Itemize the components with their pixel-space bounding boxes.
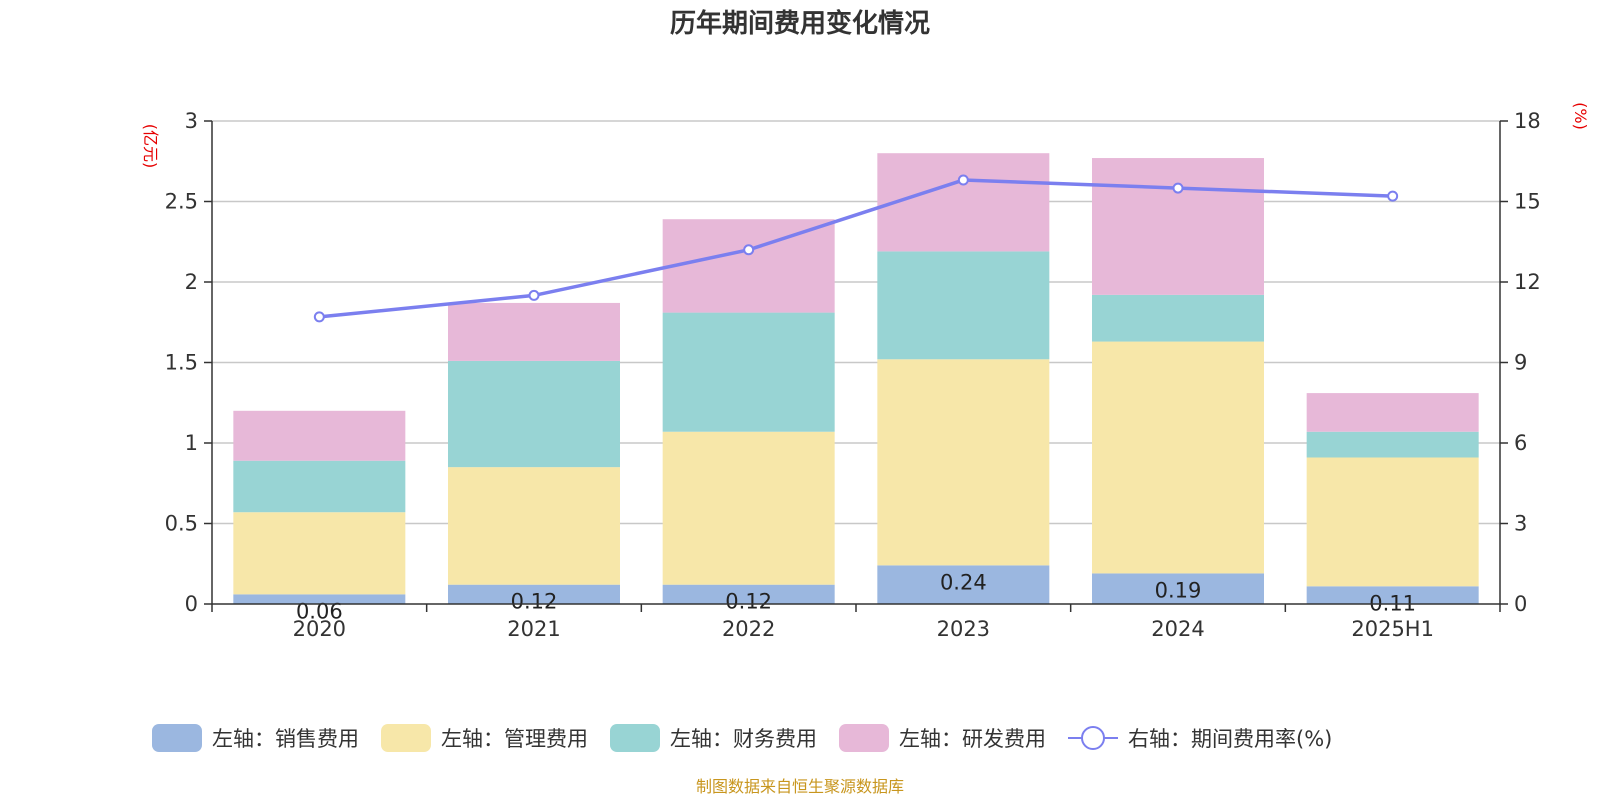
bar-segment	[877, 153, 1050, 252]
legend-swatch	[839, 724, 889, 752]
legend-item: 左轴：销售费用	[152, 724, 359, 752]
bar-layer	[233, 153, 1479, 604]
legend-marker	[1081, 726, 1105, 750]
right-tick-label: 3	[1514, 512, 1527, 536]
right-tick-label: 12	[1514, 270, 1541, 294]
left-tick-label: 1	[185, 431, 198, 455]
legend-swatch	[610, 724, 660, 752]
rate-point	[957, 174, 969, 186]
chart-title: 历年期间费用变化情况	[670, 8, 930, 39]
grid-lines	[212, 120, 1500, 525]
bar-segment	[233, 512, 406, 595]
bar-segment	[1092, 158, 1264, 295]
legend-label: 左轴：管理费用	[441, 727, 588, 751]
x-tick-label: 2023	[937, 617, 990, 641]
left-tick-label: 2.5	[165, 190, 198, 214]
x-tick-label: 2020	[293, 617, 346, 641]
bar-segment	[662, 431, 835, 585]
bar-segment	[233, 460, 406, 513]
left-axis-unit: (亿元)	[141, 124, 160, 169]
bar-segment	[1306, 457, 1479, 587]
right-axis-unit: (%)	[1571, 102, 1590, 130]
x-tick-label: 2021	[507, 617, 560, 641]
axes: 0 0.5 1 1.5 2 2.5 3 0 3 6 9 12 15 18 2020 2021 2022 2023 2…	[165, 109, 1541, 641]
left-tick-label: 0.5	[165, 512, 198, 536]
right-tick-label: 15	[1514, 190, 1541, 214]
bar-data-label: 0.24	[940, 570, 987, 594]
left-tick-label: 1.5	[165, 351, 198, 375]
right-tick-label: 6	[1514, 431, 1527, 455]
rate-point	[1387, 190, 1399, 202]
line-layer	[313, 174, 1399, 323]
legend-swatch	[152, 724, 202, 752]
bar-segment	[1306, 431, 1479, 458]
bar-segment	[662, 312, 835, 432]
legend-item: 左轴：研发费用	[839, 724, 1046, 752]
bar-segment	[1306, 393, 1479, 432]
bar-segment	[448, 584, 620, 604]
bar-segment	[448, 302, 620, 361]
bar-data-label: 0.12	[511, 590, 558, 614]
source-note: 制图数据来自恒生聚源数据库	[696, 777, 904, 796]
legend-item: 左轴：管理费用	[381, 724, 588, 752]
bar-segment	[662, 219, 835, 313]
legend: 左轴：销售费用 左轴：管理费用 左轴：财务费用 左轴：研发费用 右轴：期间费用率(%)	[152, 724, 1332, 752]
bar-segment	[448, 360, 620, 468]
legend-item: 右轴：期间费用率(%)	[1068, 726, 1332, 751]
rate-point	[528, 289, 540, 301]
bar-segment	[1092, 341, 1264, 574]
bar-segment	[1092, 294, 1264, 342]
rate-point	[743, 244, 755, 256]
right-tick-label: 9	[1514, 351, 1527, 375]
bar-segment	[1306, 586, 1479, 604]
bar-segment	[877, 359, 1050, 566]
right-tick-label: 0	[1514, 592, 1527, 616]
left-tick-label: 3	[185, 109, 198, 133]
bar-segment	[877, 251, 1050, 360]
rate-point	[1172, 182, 1184, 194]
bar-segment	[877, 565, 1050, 604]
bar-data-label: 0.19	[1155, 578, 1202, 602]
legend-swatch	[381, 724, 431, 752]
legend-label: 左轴：财务费用	[670, 727, 817, 751]
x-tick-label: 2024	[1151, 617, 1204, 641]
x-tick-label: 2025H1	[1351, 617, 1434, 641]
legend-label: 右轴：期间费用率(%)	[1128, 727, 1332, 751]
bar-segment	[1092, 573, 1264, 604]
bar-data-label: 0.12	[725, 590, 772, 614]
legend-item: 左轴：财务费用	[610, 724, 817, 752]
left-tick-label: 2	[185, 270, 198, 294]
rate-line	[319, 178, 1393, 319]
legend-label: 左轴：销售费用	[212, 727, 359, 751]
legend-label: 左轴：研发费用	[899, 727, 1046, 751]
bar-segment	[233, 410, 406, 461]
bar-segment	[662, 584, 835, 604]
rate-point	[313, 311, 325, 323]
right-tick-label: 18	[1514, 109, 1541, 133]
left-tick-label: 0	[185, 592, 198, 616]
bar-segment	[233, 594, 406, 604]
bar-segment	[448, 467, 620, 585]
x-tick-label: 2022	[722, 617, 775, 641]
